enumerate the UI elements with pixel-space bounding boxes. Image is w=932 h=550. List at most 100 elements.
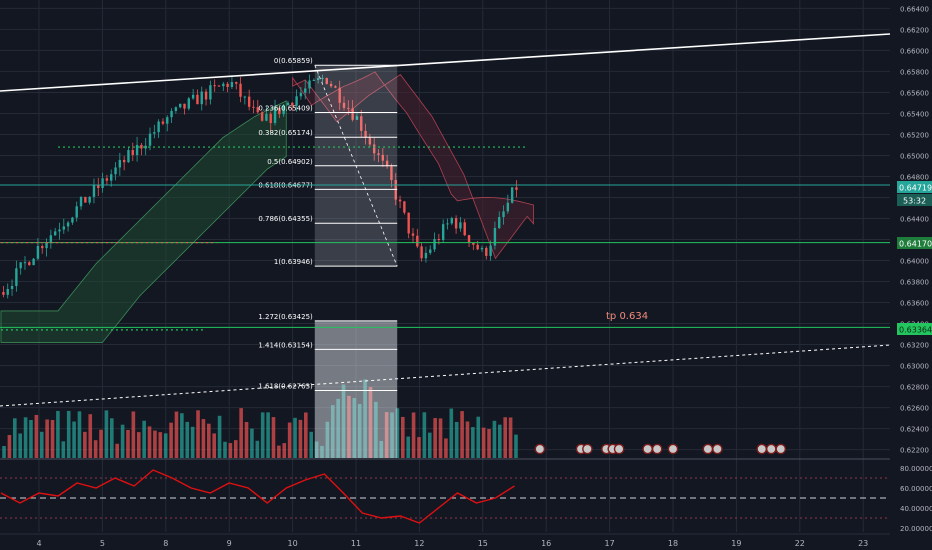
- volume-bar: [417, 437, 421, 458]
- osc-line: [0, 469, 515, 524]
- osc-y-tick-label: 60.000000: [900, 485, 932, 493]
- candle-body: [183, 103, 186, 109]
- candle-body: [278, 107, 281, 115]
- candle-body: [316, 78, 320, 80]
- volume-bar: [368, 387, 373, 458]
- event-marker-13: [775, 443, 787, 455]
- volume-bar: [282, 443, 287, 458]
- volume-bar: [460, 411, 464, 458]
- candle-body: [213, 85, 216, 87]
- support-price-text: 0.64170: [899, 240, 932, 249]
- event-marker-12: [765, 443, 777, 455]
- candle-body: [282, 105, 285, 115]
- candle-body: [217, 85, 221, 87]
- volume-bar: [498, 424, 502, 458]
- candle-body: [291, 102, 294, 106]
- event-marker-0: [534, 443, 546, 455]
- y-tick-label: 0.62600: [900, 405, 929, 413]
- event-marker-9: [702, 443, 714, 455]
- volume-bar: [2, 445, 6, 458]
- resistance-trendline: [0, 33, 891, 92]
- candle-body: [187, 98, 191, 109]
- candle-body: [140, 144, 143, 149]
- event-markers[interactable]: [534, 443, 787, 455]
- candle-body: [269, 113, 272, 124]
- volume-bar: [77, 411, 82, 458]
- candle-body: [403, 201, 406, 213]
- fib-level-label-7: 1.272(0.63425): [258, 313, 313, 321]
- volume-bar: [88, 414, 93, 458]
- y-tick-label: 0.64800: [900, 173, 929, 181]
- volume-bar: [29, 419, 33, 458]
- volume-bar: [131, 411, 136, 458]
- candle-body: [480, 247, 484, 250]
- candle-body: [148, 133, 152, 146]
- candle-body: [381, 154, 385, 161]
- fib-diagonal: [314, 65, 398, 267]
- volume-bar: [50, 420, 55, 458]
- candle-body: [161, 121, 165, 124]
- candle-body: [321, 78, 324, 80]
- candle-body: [493, 228, 497, 246]
- volume-bar: [110, 418, 114, 458]
- candle-body: [472, 242, 475, 245]
- y-tick-label: 0.64000: [900, 258, 929, 266]
- y-tick-label: 0.63000: [900, 363, 929, 371]
- candle-body: [299, 92, 303, 97]
- volume-bar: [336, 398, 340, 458]
- volume-bar: [126, 429, 130, 458]
- volume-bar: [163, 433, 168, 458]
- candle-body: [170, 110, 173, 118]
- volume-bar: [357, 404, 362, 458]
- candle-body: [84, 196, 87, 203]
- x-tick-label: 23: [858, 539, 868, 548]
- volume-bar: [411, 412, 416, 458]
- volume-bar: [471, 427, 475, 458]
- volume-bar: [180, 413, 184, 458]
- x-tick-label: 5: [100, 539, 105, 548]
- candle-body: [88, 196, 91, 203]
- candle-body: [239, 83, 242, 97]
- volume-bar: [39, 431, 44, 458]
- y-tick-label: 0.65600: [900, 89, 929, 97]
- candle-body: [97, 185, 100, 188]
- volume-bar: [244, 421, 249, 458]
- event-marker-8: [667, 443, 679, 455]
- candle-body: [338, 87, 341, 103]
- volume-bar: [207, 423, 211, 458]
- volume-bar: [239, 408, 243, 458]
- candle-body: [454, 218, 458, 229]
- y-tick-label: 0.62400: [900, 426, 929, 434]
- candle-body: [252, 106, 255, 108]
- support-trendline-dashed: [0, 344, 891, 407]
- osc-y-tick-label: 40.000000: [900, 505, 932, 513]
- drawn-lines[interactable]: [0, 33, 891, 407]
- fibonacci-retracement[interactable]: 0(0.65859) 0.236(0.65409) 0.382(0.65174) 0.…: [258, 57, 398, 458]
- candle-body: [502, 211, 505, 218]
- volume-bar: [487, 429, 491, 458]
- volume-bar: [147, 426, 152, 458]
- price-tags: 0.64719 53:32 0.64170 0.63364: [897, 181, 932, 335]
- volume-bar: [185, 421, 190, 458]
- candle-body: [226, 83, 229, 87]
- candle-body: [265, 113, 268, 121]
- fib-level-label-1: 0.236(0.65409): [258, 105, 313, 113]
- candle-body: [28, 262, 31, 266]
- candle-body: [209, 85, 212, 100]
- candle-body: [498, 217, 501, 229]
- candle-body: [101, 178, 104, 188]
- candle-body: [273, 107, 277, 124]
- current-price-text: 0.64719: [899, 184, 932, 193]
- volume-bar: [390, 412, 394, 458]
- candle-body: [23, 262, 27, 264]
- candle-body: [157, 121, 160, 133]
- candle-body: [286, 102, 290, 106]
- y-tick-label: 0.62800: [900, 384, 929, 392]
- x-tick-label: 10: [288, 539, 298, 548]
- y-tick-label: 0.65200: [900, 131, 929, 139]
- x-tick-label: 11: [351, 539, 361, 548]
- volume-bar: [401, 416, 405, 458]
- volume-bar: [379, 441, 384, 458]
- volume-bar: [115, 443, 119, 458]
